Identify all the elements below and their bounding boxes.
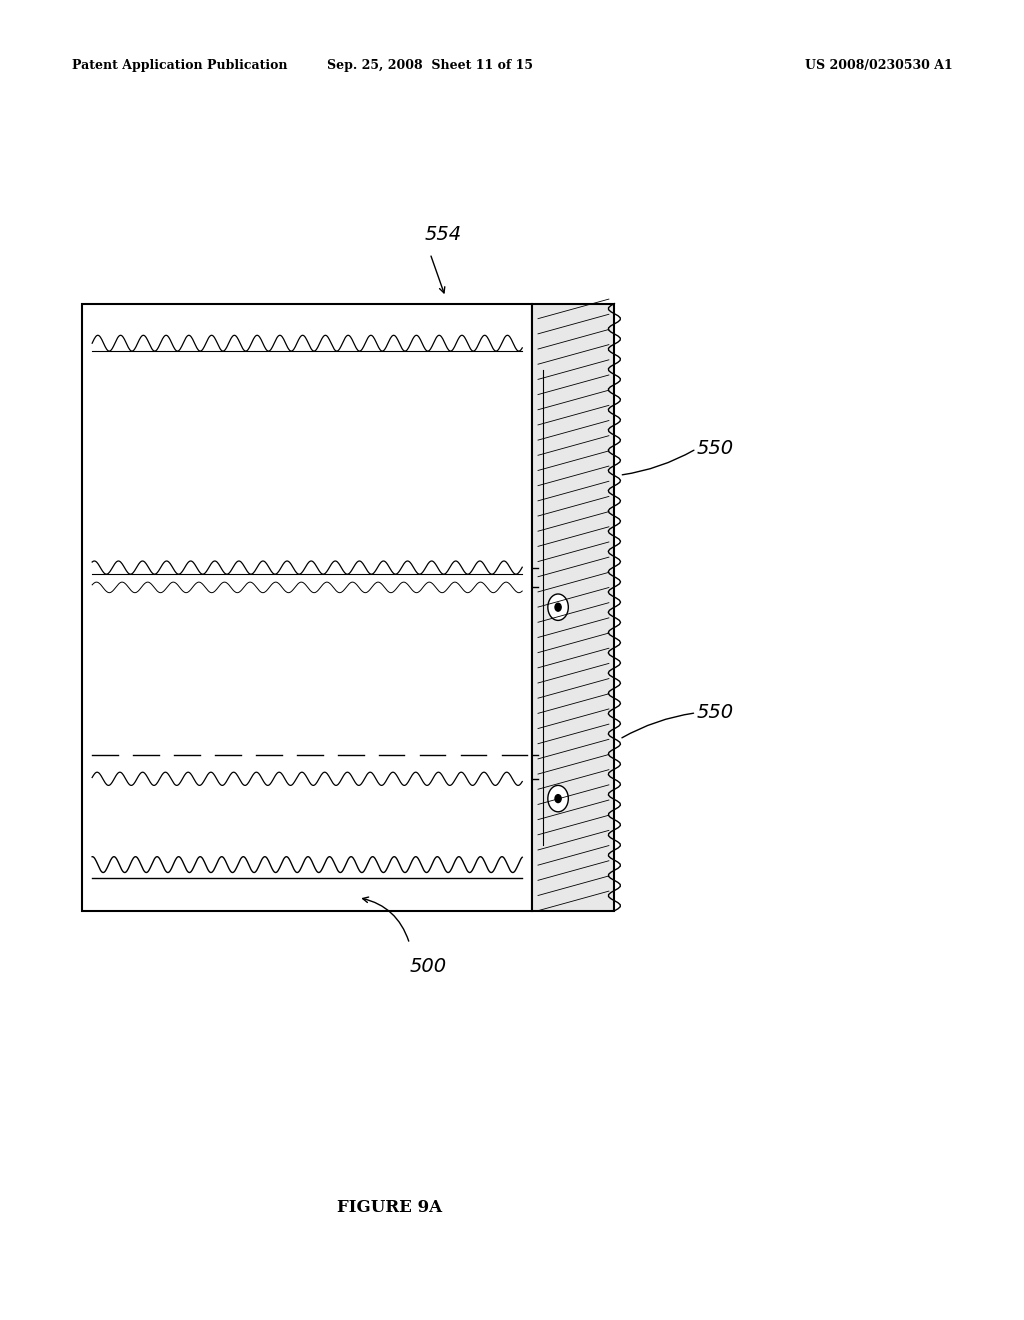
Text: Sep. 25, 2008  Sheet 11 of 15: Sep. 25, 2008 Sheet 11 of 15 xyxy=(327,59,534,73)
Bar xyxy=(82,304,532,911)
Text: 550: 550 xyxy=(696,440,733,458)
Text: Patent Application Publication: Patent Application Publication xyxy=(72,59,287,73)
Circle shape xyxy=(555,603,561,611)
Circle shape xyxy=(548,594,568,620)
Bar xyxy=(532,304,614,911)
Text: US 2008/0230530 A1: US 2008/0230530 A1 xyxy=(805,59,952,73)
Text: FIGURE 9A: FIGURE 9A xyxy=(337,1200,441,1216)
Text: 500: 500 xyxy=(410,957,446,975)
Circle shape xyxy=(548,785,568,812)
Circle shape xyxy=(555,795,561,803)
Text: 554: 554 xyxy=(425,226,462,244)
Text: 550: 550 xyxy=(696,704,733,722)
